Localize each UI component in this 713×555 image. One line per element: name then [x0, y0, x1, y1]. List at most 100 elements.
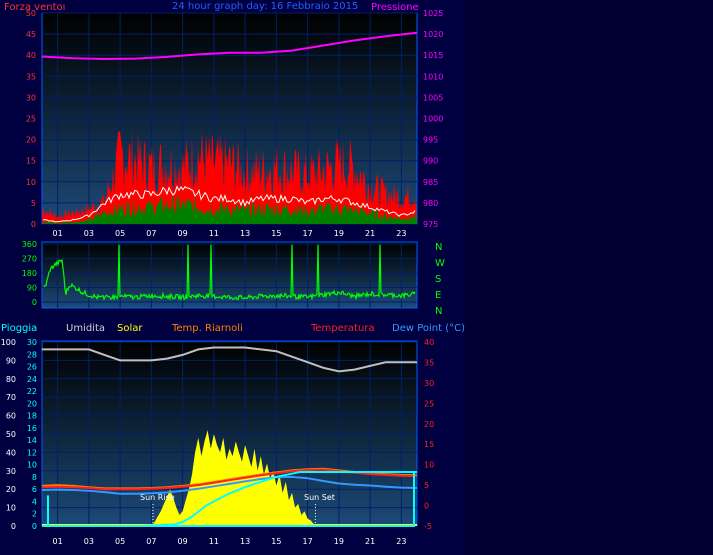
direction-series: [43, 244, 416, 302]
humidity-tick: 90: [6, 356, 16, 365]
hour-tick: 13: [240, 229, 250, 238]
hour-tick: 03: [84, 537, 94, 546]
temp-tick: 30: [424, 379, 434, 388]
pressure-tick: 995: [423, 136, 438, 145]
hour-tick: 05: [115, 229, 125, 238]
wind-series: [41, 31, 418, 224]
sunrise-label: Sun Rise: [140, 493, 175, 502]
rain-tick: 16: [27, 424, 37, 433]
dewpoint-label: Dew Point (°C): [392, 323, 465, 334]
humidity-tick: 30: [6, 467, 16, 476]
wind-tick: 20: [26, 136, 36, 145]
humidity-tick: 60: [6, 412, 16, 421]
pressure-tick: 985: [423, 178, 438, 187]
temp-series: [41, 346, 418, 527]
wind-tick: 15: [26, 157, 36, 166]
temp-tick: 5: [424, 481, 429, 490]
pressure-series: [41, 31, 418, 61]
rain-tick: 8: [32, 473, 37, 482]
wind-tick: 40: [26, 51, 36, 60]
direction-tick: 0: [32, 298, 37, 307]
pressure-tick: 975: [423, 220, 438, 229]
humidity-tick: 50: [6, 430, 16, 439]
rain-tick: 18: [27, 412, 37, 421]
rain-tick: 4: [32, 497, 37, 506]
temp-tick: 15: [424, 440, 434, 449]
direction-series: [43, 244, 416, 302]
hour-tick: 19: [334, 537, 344, 546]
pressure-tick: 1000: [423, 115, 443, 124]
rain-tick: 6: [32, 485, 37, 494]
temp-tick: 40: [424, 338, 434, 347]
rain-tick: 22: [27, 387, 37, 396]
humidity-tick: 20: [6, 485, 16, 494]
temp-tick: 25: [424, 399, 434, 408]
humidity-tick: 70: [6, 393, 16, 402]
hour-tick: 21: [365, 229, 375, 238]
rain-tick: 28: [27, 350, 37, 359]
wind-grid: [42, 12, 417, 225]
hour-tick: 09: [178, 537, 188, 546]
humidity-tick: 100: [1, 338, 16, 347]
hour-tick: 17: [303, 537, 313, 546]
roof-temp-label: Temp. Riarnoli: [171, 323, 243, 334]
wind-tick: 35: [26, 72, 36, 81]
rain-tick: 30: [27, 338, 37, 347]
pressure-tick: 1020: [423, 30, 443, 39]
rain-tick: 20: [27, 399, 37, 408]
tick-labels: 0510152025303540455097598098599099510001…: [1, 9, 445, 546]
humidity-tick: 0: [11, 522, 16, 531]
hour-tick: 11: [209, 537, 219, 546]
hour-tick: 01: [53, 537, 63, 546]
temp-tick: 20: [424, 420, 434, 429]
hour-tick: 23: [396, 537, 406, 546]
wind-tick: 5: [31, 199, 36, 208]
compass-label: W: [435, 258, 445, 269]
humidity-series: [42, 346, 417, 373]
wind-tick: 25: [26, 115, 36, 124]
compass-label: E: [435, 290, 441, 301]
temp-tick: 35: [424, 358, 434, 367]
temp-tick: 0: [424, 502, 429, 511]
rain-tick: 14: [27, 436, 37, 445]
pressure-tick: 990: [423, 157, 438, 166]
hour-tick: 19: [334, 229, 344, 238]
hour-tick: 01: [53, 229, 63, 238]
rain-frame: [47, 472, 415, 527]
hour-tick: 13: [240, 537, 250, 546]
humidity-tick: 80: [6, 375, 16, 384]
hour-tick: 11: [209, 229, 219, 238]
solar-label: Solar: [117, 323, 143, 334]
avg-wind-series: [42, 194, 417, 224]
temp-tick: 10: [424, 461, 434, 470]
rain-tick: 12: [27, 448, 37, 457]
rain-label: Pioggia: [1, 323, 37, 334]
humidity-tick: 10: [6, 504, 16, 513]
pressure-tick: 1005: [423, 93, 443, 102]
temperature-label: Temperatura: [310, 323, 375, 334]
wind-tick: 50: [26, 9, 36, 18]
wind-tick: 30: [26, 93, 36, 102]
dewpoint-series: [41, 475, 418, 495]
rain-tick: 2: [32, 510, 37, 519]
rain-tick: 26: [27, 363, 37, 372]
pressure-tick: 1025: [423, 9, 443, 18]
rain-tick: 10: [27, 461, 37, 470]
temp-tick: -5: [424, 522, 432, 531]
pressure-axis-label: Pressione: [371, 2, 419, 13]
pressure-tick: 1010: [423, 72, 443, 81]
direction-tick: 360: [22, 240, 37, 249]
rain-tick: 24: [27, 375, 37, 384]
wind-tick: 45: [26, 30, 36, 39]
chart-title: 24 hour graph day: 16 Febbraio 2015: [172, 1, 358, 12]
hour-tick: 07: [146, 229, 156, 238]
direction-tick: 90: [27, 284, 37, 293]
pressure-tick: 980: [423, 199, 438, 208]
hour-tick: 05: [115, 537, 125, 546]
hour-tick: 07: [146, 537, 156, 546]
pressure-tick: 1015: [423, 51, 443, 60]
wind-tick: 10: [26, 178, 36, 187]
humidity-label: Umidita: [66, 323, 105, 334]
